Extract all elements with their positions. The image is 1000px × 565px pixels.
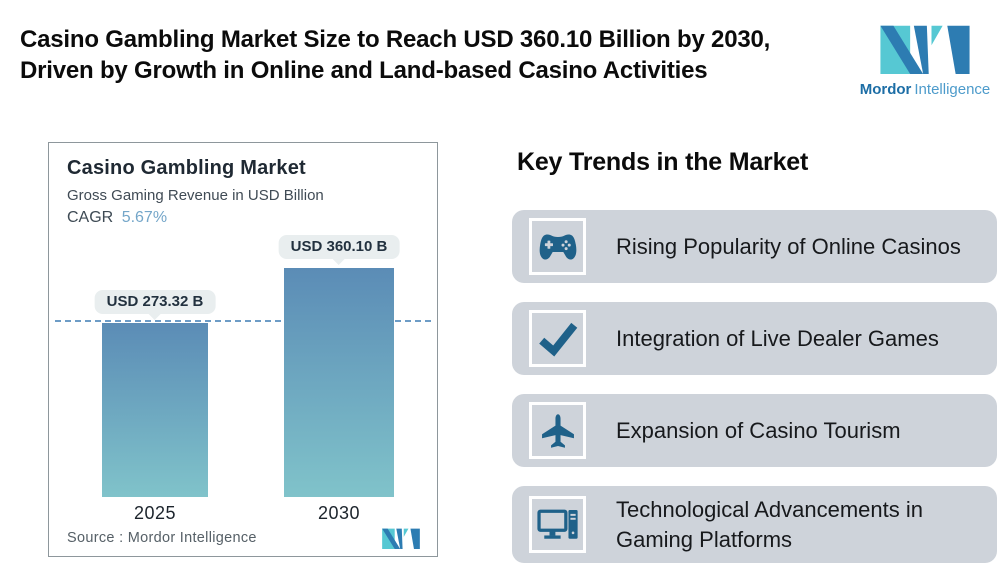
trend-label: Integration of Live Dealer Games (616, 325, 939, 351)
trend-card-online-casinos: Rising Popularity of Online Casinos (512, 210, 997, 283)
reference-dashed-line (55, 320, 431, 323)
computer-icon (536, 509, 578, 539)
brand-name-bold: Mordor (859, 81, 912, 98)
airplane-icon (541, 413, 574, 448)
market-chart-card: Casino Gambling Market Gross Gaming Reve… (48, 142, 438, 557)
icon-tile (529, 310, 586, 367)
trend-card-live-dealer: Integration of Live Dealer Games (512, 302, 997, 375)
chart-title: Casino Gambling Market (67, 157, 306, 179)
cagr-line: CAGR 5.67% (67, 209, 419, 227)
trend-list: Rising Popularity of Online Casinos Inte… (512, 210, 997, 563)
brand-name: Mordor Intelligence (860, 81, 991, 98)
bar-2025 (102, 323, 208, 497)
cagr-value: 5.67% (121, 209, 168, 226)
bar-chart-plot: USD 273.32 B USD 360.10 B (55, 234, 431, 497)
page-title-line2: Driven by Growth in Online and Land-base… (20, 57, 708, 84)
brand-name-light: Intelligence (914, 81, 991, 98)
axis-label-2025: 2025 (133, 503, 177, 523)
icon-tile (529, 496, 586, 553)
value-label-2025: USD 273.32 B (94, 290, 216, 315)
trend-card-technology: Technological Advancements in Gaming Pla… (512, 486, 997, 563)
mordor-m-icon (880, 25, 970, 74)
trends-heading: Key Trends in the Market (517, 148, 809, 176)
trend-card-casino-tourism: Expansion of Casino Tourism (512, 394, 997, 467)
source-attribution: Source : Mordor Intelligence (67, 530, 257, 546)
icon-tile (529, 218, 586, 275)
key-trends-section: Key Trends in the Market Rising Populari… (512, 148, 997, 563)
brand-logo: Mordor Intelligence (860, 0, 991, 112)
cagr-label: CAGR (67, 209, 114, 226)
trend-label: Expansion of Casino Tourism (616, 417, 901, 443)
page-title-line1: Casino Gambling Market Size to Reach USD… (20, 26, 771, 53)
gamepad-icon (539, 234, 576, 260)
trend-label: Rising Popularity of Online Casinos (616, 233, 961, 259)
value-label-2030: USD 360.10 B (278, 234, 400, 259)
icon-tile (529, 402, 586, 459)
page-title: Casino Gambling Market Size to Reach USD… (20, 24, 850, 86)
bar-2030 (284, 267, 394, 497)
chart-subtitle: Gross Gaming Revenue in USD Billion (67, 187, 324, 204)
trend-label: Technological Advancements in Gaming Pla… (616, 496, 923, 552)
checkmark-icon (538, 322, 577, 357)
axis-label-2030: 2030 (317, 503, 361, 523)
mordor-m-mini-icon (382, 528, 420, 549)
